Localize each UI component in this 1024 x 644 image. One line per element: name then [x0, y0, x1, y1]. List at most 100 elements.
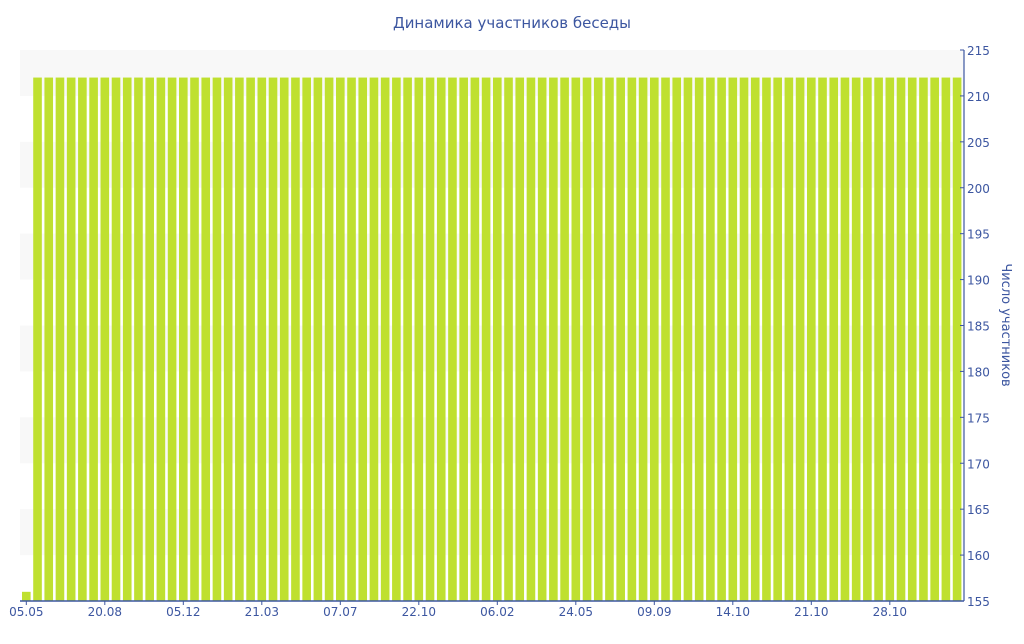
- bar: [302, 77, 311, 602]
- bar: [650, 77, 659, 602]
- bar: [627, 77, 637, 602]
- bar: [504, 77, 513, 602]
- bar: [526, 77, 536, 602]
- x-tick-label: 06.02: [480, 605, 514, 619]
- bar: [784, 77, 794, 602]
- bar: [392, 77, 401, 602]
- bar: [190, 77, 199, 602]
- x-tick-label: 28.10: [873, 605, 907, 619]
- bar: [560, 77, 569, 602]
- bar: [874, 77, 883, 602]
- bar: [414, 77, 424, 602]
- bar: [907, 77, 917, 602]
- bar: [930, 77, 939, 602]
- bar: [470, 77, 480, 602]
- bar: [515, 77, 525, 602]
- bar: [896, 77, 906, 602]
- y-tick-label: 180: [967, 365, 990, 379]
- bar: [179, 77, 188, 602]
- bar: [403, 77, 412, 602]
- bar: [672, 77, 682, 602]
- bar: [661, 77, 670, 602]
- bar: [683, 77, 693, 602]
- grid-band: [20, 509, 964, 556]
- bar: [537, 77, 547, 602]
- bar: [638, 77, 648, 602]
- bar: [425, 77, 435, 602]
- bar: [616, 77, 625, 602]
- bar: [762, 77, 771, 602]
- bar: [717, 77, 726, 602]
- bar: [941, 77, 951, 602]
- bar: [380, 77, 390, 602]
- y-tick-label: 195: [967, 228, 990, 242]
- y-tick-label: 190: [967, 274, 990, 288]
- bar: [100, 77, 110, 602]
- bar: [818, 77, 827, 602]
- bar: [863, 77, 872, 602]
- bar: [593, 77, 603, 602]
- bar: [493, 77, 502, 602]
- y-tick-label: 200: [967, 182, 990, 196]
- bar: [89, 77, 98, 602]
- x-tick-label: 05.05: [9, 605, 43, 619]
- bar: [111, 77, 121, 602]
- y-tick-label: 215: [967, 44, 990, 58]
- bar: [851, 77, 861, 602]
- x-tick-label: 05.12: [166, 605, 200, 619]
- bar: [795, 77, 805, 602]
- bar: [347, 77, 356, 602]
- bar: [235, 77, 244, 602]
- grid-band: [20, 325, 964, 372]
- bar: [694, 77, 704, 602]
- bar: [582, 77, 592, 602]
- bar: [436, 77, 446, 602]
- y-tick-label: 160: [967, 549, 990, 563]
- y-tick-label: 210: [967, 90, 990, 104]
- bar: [840, 77, 850, 602]
- x-tick-label: 22.10: [402, 605, 436, 619]
- y-tick-label: 155: [967, 595, 990, 609]
- y-tick-label: 165: [967, 503, 990, 517]
- bar: [369, 77, 379, 602]
- bar: [336, 77, 345, 602]
- x-tick-label: 24.05: [559, 605, 593, 619]
- x-tick-label: 21.10: [794, 605, 828, 619]
- bar: [750, 77, 760, 602]
- y-axis-label: Число участников: [998, 263, 1013, 386]
- x-tick-label: 07.07: [323, 605, 357, 619]
- grid-band: [20, 141, 964, 188]
- bar: [358, 77, 368, 602]
- y-tick-label: 170: [967, 457, 990, 471]
- bar: [885, 77, 895, 602]
- bar: [145, 77, 154, 602]
- x-tick-label: 20.08: [88, 605, 122, 619]
- x-tick-label: 21.03: [245, 605, 279, 619]
- chart-title: Динамика участников беседы: [393, 14, 631, 32]
- bar: [66, 77, 76, 602]
- bar: [122, 77, 132, 602]
- bar: [605, 77, 614, 602]
- bar: [212, 77, 222, 602]
- bar: [167, 77, 177, 602]
- x-tick-label: 09.09: [637, 605, 671, 619]
- bar: [313, 77, 323, 602]
- bar: [481, 77, 491, 602]
- bar: [33, 77, 42, 602]
- y-tick-label: 205: [967, 136, 990, 150]
- grid-band: [20, 233, 964, 280]
- grid-band: [20, 50, 964, 96]
- bar: [829, 77, 839, 602]
- bar: [223, 77, 233, 602]
- bar: [291, 77, 300, 602]
- bar: [952, 77, 962, 602]
- y-tick-label: 185: [967, 320, 990, 334]
- bar: [279, 77, 289, 602]
- bar: [22, 591, 31, 601]
- x-tick-label: 14.10: [716, 605, 750, 619]
- grid-band: [20, 417, 964, 464]
- bar: [134, 77, 143, 602]
- y-tick-label: 175: [967, 411, 990, 425]
- bar: [773, 77, 782, 602]
- bar: [268, 77, 278, 602]
